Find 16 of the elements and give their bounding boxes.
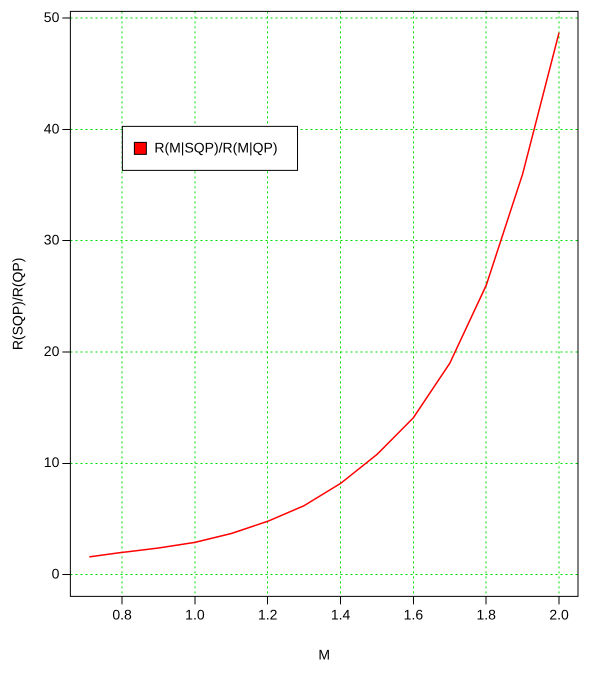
x-tick-label: 1.2 [258,606,278,623]
y-axis-title: R(SQP)/R(QP) [9,258,26,350]
y-tick-label: 50 [44,8,60,25]
y-tick-label: 40 [44,120,60,136]
x-tick-label: 1.8 [476,606,496,623]
x-tick-label: 0.8 [112,606,132,623]
y-tick-label: 10 [44,454,60,470]
x-tick-label: 1.4 [330,606,351,623]
x-axis-title: M [318,646,330,662]
y-tick-label: 30 [44,232,60,248]
y-tick-label: 20 [44,342,60,359]
x-tick-label: 1.0 [185,606,205,623]
x-tick-label: 2.0 [549,606,570,623]
legend-label: R(M|SQP)/R(M|QP) [154,139,278,156]
y-tick-label: 0 [52,566,60,582]
x-tick-label: 1.6 [404,606,424,623]
